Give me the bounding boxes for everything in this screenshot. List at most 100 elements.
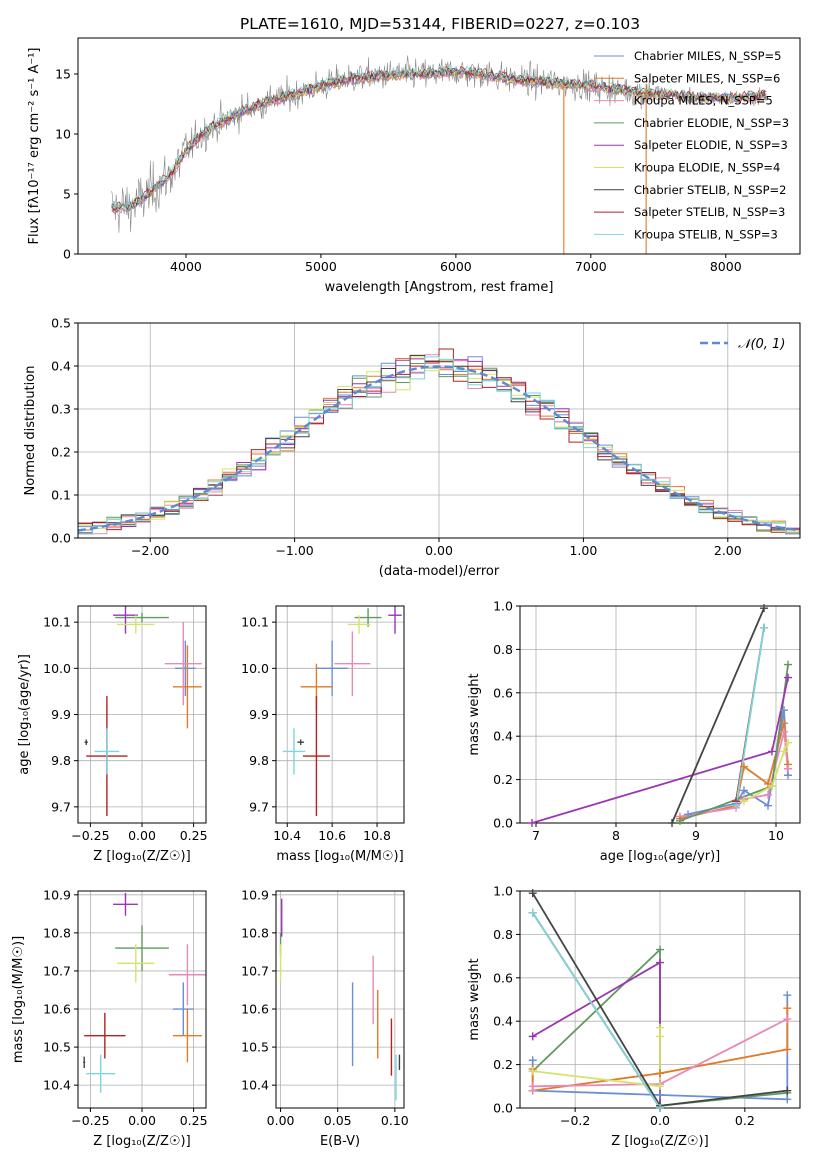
legend-label: Chabrier ELODIE, N_SSP=3 — [634, 116, 789, 130]
data-point-errorbar — [117, 944, 155, 983]
weight-point-marker — [656, 1082, 664, 1091]
x-axis-label: mass [log₁₀(M/M☉)] — [276, 849, 403, 864]
y-tick-label: 10.6 — [43, 1002, 71, 1017]
weight-point-marker — [783, 1045, 792, 1054]
data-point-errorbar — [113, 606, 138, 634]
weight-point-marker — [780, 719, 788, 728]
data-point-errorbar — [172, 1009, 202, 1063]
y-tick-label: 9.7 — [249, 799, 269, 814]
x-tick-label: 10 — [768, 828, 784, 843]
x-tick-label: −0.25 — [71, 1113, 109, 1128]
data-point-errorbar — [297, 739, 305, 745]
x-tick-label: 10.6 — [318, 828, 346, 843]
data-point-errorbar — [168, 944, 206, 1006]
weight-point-marker — [656, 1090, 664, 1099]
x-tick-label: 0.0 — [650, 1113, 670, 1128]
data-point-errorbar — [172, 982, 194, 1036]
y-tick-label: 0.5 — [51, 316, 71, 331]
y-tick-label: 9.9 — [249, 707, 269, 722]
y-tick-label: 0 — [63, 247, 71, 262]
age-vs-metallicity-panel: −0.25 0.00 0.25 9.7 9.8 9.9 10.0 10.1 Z [log₁₀(Z… — [17, 605, 208, 864]
y-tick-label: 0.0 — [51, 531, 71, 546]
x-tick-label: 0.2 — [735, 1113, 755, 1128]
weight-point-marker — [528, 1056, 537, 1065]
legend-label: Kroupa ELODIE, N_SSP=4 — [634, 161, 780, 175]
x-tick-label: 8 — [612, 828, 620, 843]
legend-label: Salpeter MILES, N_SSP=6 — [634, 71, 780, 85]
x-tick-label: −2.00 — [131, 543, 169, 558]
y-tick-label: 10.5 — [241, 1040, 269, 1055]
x-tick-label: 8000 — [710, 259, 742, 274]
weight-point-marker — [528, 819, 536, 827]
x-tick-label: 5000 — [305, 259, 337, 274]
y-tick-label: 10.1 — [43, 615, 71, 630]
weight-point-marker — [780, 727, 788, 736]
axes-frame — [77, 37, 801, 255]
x-axis-label: E(B-V) — [320, 1134, 360, 1149]
weight-point-marker — [760, 604, 768, 613]
weight-point-marker — [783, 991, 792, 1000]
data-point-errorbar — [175, 640, 196, 697]
legend-label: 𝒩(0, 1) — [738, 337, 785, 352]
x-tick-label: 7000 — [575, 259, 607, 274]
x-tick-label: 0.25 — [180, 1113, 208, 1128]
y-tick-label: 10.8 — [241, 925, 269, 940]
x-tick-label: 7 — [532, 828, 540, 843]
data-point-errorbar — [117, 615, 155, 634]
weight-point-marker — [656, 1069, 664, 1078]
plot-area — [84, 606, 202, 817]
plot-area — [531, 607, 789, 823]
x-tick-label: 1.00 — [569, 543, 597, 558]
x-tick-label: 4000 — [170, 259, 202, 274]
x-tick-label: 0.25 — [180, 828, 208, 843]
data-point-errorbar — [83, 1056, 86, 1069]
x-tick-label: −1.00 — [275, 543, 313, 558]
y-tick-label: 10.6 — [241, 1002, 269, 1017]
weight-point-marker — [656, 958, 664, 967]
weight-point-marker — [783, 1015, 792, 1024]
data-point-errorbar — [164, 622, 202, 706]
weight-series-line — [743, 742, 789, 803]
weight-point-marker — [784, 764, 792, 773]
weight-series-line — [532, 1027, 661, 1088]
weight-point-marker — [784, 673, 792, 682]
x-tick-label: −0.25 — [71, 828, 109, 843]
plot-area — [83, 892, 206, 1093]
y-tick-label: 10.1 — [241, 615, 269, 630]
weight-point-marker — [780, 706, 788, 715]
plot-area — [111, 55, 767, 254]
weight-point-marker — [768, 747, 776, 756]
data-point-errorbar — [347, 615, 371, 634]
x-tick-label: 6000 — [440, 259, 472, 274]
legend-label: Chabrier STELIB, N_SSP=2 — [634, 183, 786, 197]
weight-series-line — [671, 607, 765, 823]
weight-point-marker — [740, 797, 748, 806]
y-tick-label: 9.8 — [249, 753, 269, 768]
y-tick-label: 9.8 — [51, 753, 71, 768]
axes-frame — [519, 605, 801, 824]
weight-point-marker — [528, 908, 537, 917]
plot-area — [78, 348, 800, 535]
mass-weight-vs-metallicity-panel: −0.2 0.0 0.2 0.0 0.2 0.4 0.6 0.8 1.0 Z [log₁₀(Z/Z… — [467, 884, 801, 1149]
x-tick-label: 0.00 — [425, 543, 453, 558]
residuals-panel: −2.00 −1.00 0.00 1.00 2.00 0.0 0.1 0.2 0.3 0.4 0.5… — [23, 316, 801, 579]
spectrum-panel: 4000 5000 6000 7000 8000 0 5 10 15 wavelength [An… — [27, 37, 801, 295]
y-axis-label: mass weight — [467, 958, 482, 1040]
weight-point-marker — [768, 782, 776, 791]
data-point-errorbar — [94, 728, 120, 775]
x-tick-label: 10.4 — [273, 828, 301, 843]
weight-point-marker — [732, 801, 740, 810]
plot-area — [282, 606, 402, 817]
data-point-errorbar — [282, 728, 306, 775]
x-tick-label: 0.00 — [267, 1113, 295, 1128]
legend-label: Salpeter STELIB, N_SSP=3 — [634, 205, 785, 219]
y-tick-label: 1.0 — [493, 599, 513, 614]
weight-point-marker — [783, 1086, 792, 1095]
y-tick-label: 10.4 — [43, 1078, 71, 1093]
y-axis-label: mass weight — [467, 673, 482, 755]
x-tick-label: −0.2 — [560, 1113, 590, 1128]
weight-point-marker — [764, 790, 772, 799]
x-axis-label: Z [log₁₀(Z/Z☉)] — [611, 1134, 708, 1149]
x-tick-label: 2.00 — [714, 543, 742, 558]
